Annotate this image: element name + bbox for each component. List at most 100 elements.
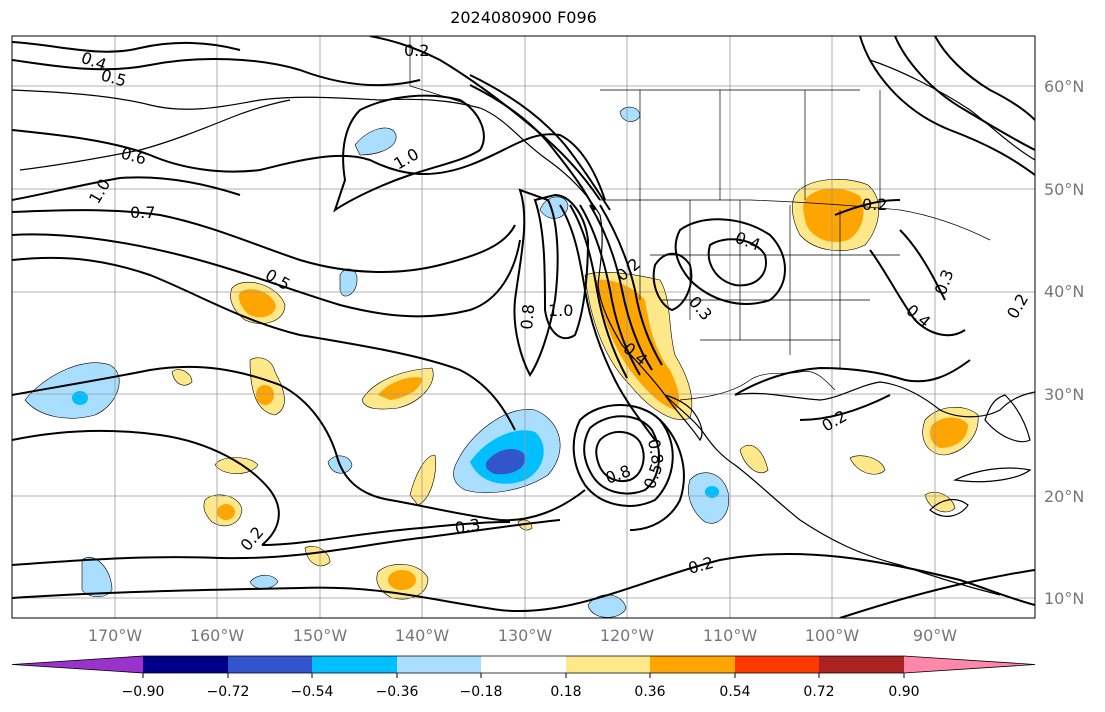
contour-0.7 [12, 209, 516, 273]
yellow-region-small-1 [409, 454, 436, 506]
lat-label: 30°N [1044, 385, 1085, 404]
contour-0.2-west [12, 365, 586, 522]
orange-region-ne-pac [238, 289, 276, 318]
lon-label: 150°W [292, 626, 348, 645]
contour-0.2-top [369, 36, 601, 201]
colorbar-tick-label: −0.36 [375, 684, 419, 700]
orange-core-south [388, 570, 416, 590]
contour-label: 0.4 [733, 228, 763, 255]
colorbar-tick-label: −0.18 [459, 684, 503, 700]
contour-label: 0.2 [819, 406, 851, 435]
gridlines [12, 36, 1035, 618]
contour-label: 0.2 [237, 523, 268, 555]
map-frame [11, 35, 1036, 619]
colorbar-tick-label: 0.72 [803, 684, 835, 700]
contour-jet-packed-5 [599, 204, 663, 366]
orange-region-west-coast [595, 279, 680, 410]
state-lines [639, 200, 900, 370]
contour-0.2-south [12, 519, 561, 566]
contour-0.3-east [899, 229, 946, 301]
contour-label: 0.6 [119, 144, 149, 169]
contour-east-south [839, 569, 1035, 618]
contour-label: 0.8 [644, 437, 667, 465]
lon-label: 100°W [804, 626, 860, 645]
contour-0.2-far-south [12, 552, 1035, 612]
yucatan [929, 498, 969, 517]
alaska-coast [12, 89, 601, 216]
contour-jet-packed-3 [579, 204, 641, 376]
aleutian-chain [19, 99, 291, 171]
contour-east-rings-2 [894, 36, 1035, 151]
contour-cutoff-low-inner [595, 431, 645, 482]
lon-label: 160°W [189, 626, 245, 645]
contour-label: 0.2 [862, 195, 887, 214]
lat-label: 50°N [1044, 180, 1085, 199]
blue-region-small-3 [81, 557, 113, 598]
contour-0.2-sw [12, 429, 280, 546]
contour-0.2-east [734, 359, 971, 396]
yellow-region-small-3 [171, 369, 193, 386]
contour-jet-alaska-2 [469, 74, 611, 211]
contour-label: 0.8 [517, 303, 538, 330]
blue-region-central-deep [485, 448, 526, 475]
contour-0.3-plains [652, 252, 693, 312]
colorbar-tick-label: 0.90 [888, 684, 920, 700]
lat-label: 20°N [1044, 487, 1085, 506]
contour-0.5 [12, 233, 521, 318]
contour-label: 0.7 [130, 203, 155, 222]
blue-core-west [72, 391, 88, 405]
east-canada-coast [869, 59, 1035, 161]
yellow-region-small-6 [849, 455, 886, 475]
contour-label: 0.5 [640, 461, 667, 491]
coastlines [12, 59, 1035, 596]
blue-region-hawaii-west [24, 362, 120, 419]
contour-0.5-top [12, 58, 421, 87]
orange-core-hawaii [256, 385, 274, 405]
contour-jet-packed-1 [559, 204, 656, 441]
lon-label: 90°W [912, 626, 958, 645]
contour-label: 0.4 [902, 301, 934, 332]
lon-label: 130°W [497, 626, 553, 645]
colorbar-tick-label: 0.54 [719, 684, 751, 700]
contour-label: 0.2 [404, 41, 429, 60]
florida [984, 394, 1031, 443]
lon-label: 110°W [702, 626, 758, 645]
map-title: 2024080900 F096 [450, 8, 597, 27]
us-mexico-border [679, 370, 836, 401]
cuba [953, 467, 1032, 483]
blue-region-small-4 [587, 594, 627, 618]
contour-label: 0.3 [685, 292, 716, 324]
lon-label: 120°W [599, 626, 655, 645]
colorbar-tick-label: 0.36 [634, 684, 666, 700]
contour-cutoff-low-mid [583, 415, 660, 495]
colorbar-tick-label: −0.54 [290, 684, 334, 700]
lat-label: 40°N [1044, 282, 1085, 301]
contour-label: 0.3 [453, 515, 481, 538]
contour-jet-packed-4 [589, 204, 653, 371]
contour-0.8 [513, 188, 559, 377]
colorbar-tick-label: −0.72 [206, 684, 250, 700]
contour-0.4-east [869, 249, 966, 337]
blue-region-mexico-coast [688, 472, 730, 524]
yellow-region-small-5 [739, 445, 769, 474]
orange-core-sw-pac [217, 504, 235, 520]
contour-0.4-plains [707, 238, 767, 287]
contour-jet-packed-2 [569, 204, 628, 379]
lat-label: 10°N [1044, 589, 1085, 608]
yellow-region-small-4 [304, 545, 331, 567]
contour-jet-alaska-1 [469, 84, 596, 211]
political-borders [409, 36, 991, 401]
contour-label: 0.8 [603, 461, 633, 488]
us-canada-border [600, 199, 991, 241]
orange-region-gulf [930, 417, 968, 448]
canada-provinces [600, 89, 881, 210]
baja-peninsula [663, 393, 703, 442]
contour-0.3 [12, 256, 516, 431]
contour-0.2-great-plains [674, 218, 786, 305]
shading-layer [24, 106, 979, 618]
colorbar-tick-label: −0.90 [121, 684, 165, 700]
lat-label: 60°N [1044, 77, 1085, 96]
contour-1.0-central [533, 193, 590, 340]
west-coast [597, 214, 1001, 596]
